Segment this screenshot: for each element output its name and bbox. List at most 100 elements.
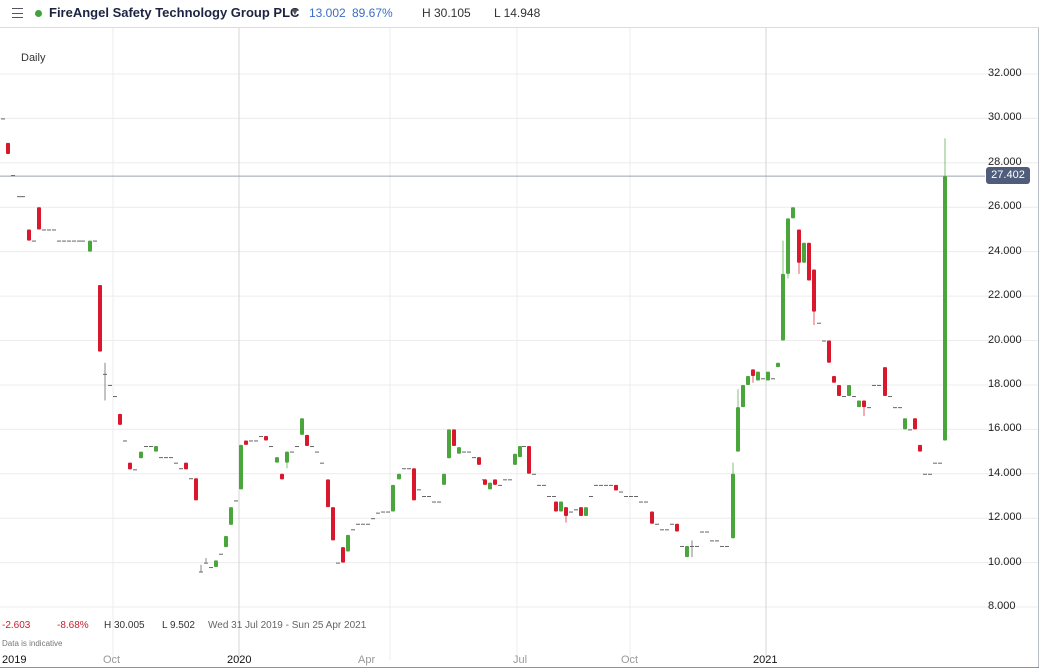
candle[interactable]	[923, 473, 927, 475]
candle[interactable]	[417, 489, 421, 491]
candle[interactable]	[522, 446, 526, 448]
candle[interactable]	[407, 468, 411, 470]
candle[interactable]	[144, 446, 148, 448]
candle[interactable]	[700, 531, 704, 533]
candle[interactable]	[88, 240, 92, 252]
candle[interactable]	[629, 495, 633, 497]
candle[interactable]	[1, 118, 5, 120]
candle[interactable]	[224, 535, 228, 548]
candle[interactable]	[579, 507, 583, 516]
candle[interactable]	[569, 511, 573, 513]
candle[interactable]	[17, 196, 21, 198]
candle[interactable]	[527, 446, 531, 474]
candle[interactable]	[537, 484, 541, 486]
candle[interactable]	[933, 462, 937, 464]
candle[interactable]	[918, 444, 922, 452]
candle[interactable]	[725, 545, 729, 547]
candle[interactable]	[442, 473, 446, 485]
candle[interactable]	[685, 545, 689, 558]
candle[interactable]	[67, 240, 71, 242]
candle[interactable]	[371, 518, 375, 520]
candlestick-chart[interactable]	[0, 28, 1039, 668]
candle[interactable]	[326, 479, 330, 508]
candle[interactable]	[913, 418, 917, 430]
candle[interactable]	[781, 273, 785, 341]
candle[interactable]	[771, 378, 775, 380]
caret-down-icon[interactable]: ▼	[290, 7, 300, 18]
candle[interactable]	[194, 478, 198, 501]
candle[interactable]	[614, 484, 618, 491]
candle[interactable]	[199, 571, 203, 573]
candle[interactable]	[290, 451, 294, 453]
candle[interactable]	[179, 468, 183, 470]
candle[interactable]	[837, 384, 841, 397]
candle[interactable]	[366, 523, 370, 525]
candle[interactable]	[589, 495, 593, 497]
candle[interactable]	[675, 523, 679, 532]
candle[interactable]	[259, 436, 263, 438]
candle[interactable]	[164, 457, 168, 459]
navigator-scrollbar[interactable]	[0, 667, 1039, 671]
candle[interactable]	[807, 242, 811, 281]
candle[interactable]	[381, 511, 385, 513]
candle[interactable]	[315, 451, 319, 453]
candle[interactable]	[888, 396, 892, 398]
candle[interactable]	[710, 540, 714, 542]
candle[interactable]	[118, 413, 122, 425]
candle[interactable]	[432, 501, 436, 503]
candle[interactable]	[644, 501, 648, 503]
candle[interactable]	[797, 229, 801, 263]
candle[interactable]	[893, 407, 897, 409]
candle[interactable]	[655, 523, 659, 525]
candle[interactable]	[42, 229, 46, 231]
candle[interactable]	[437, 501, 441, 503]
candle[interactable]	[761, 378, 765, 380]
candle[interactable]	[634, 495, 638, 497]
candle[interactable]	[244, 440, 248, 445]
candle[interactable]	[113, 396, 117, 398]
candle[interactable]	[776, 362, 780, 368]
candle[interactable]	[731, 473, 735, 539]
candle[interactable]	[447, 429, 451, 459]
candle[interactable]	[133, 469, 137, 471]
candle[interactable]	[214, 560, 218, 568]
candle[interactable]	[108, 384, 112, 386]
candle[interactable]	[791, 207, 795, 219]
candle[interactable]	[822, 340, 826, 342]
candle[interactable]	[219, 553, 223, 555]
candle[interactable]	[574, 509, 578, 511]
candle[interactable]	[269, 446, 273, 448]
candle[interactable]	[376, 512, 380, 514]
candle[interactable]	[660, 529, 664, 531]
candle[interactable]	[690, 545, 694, 547]
candle[interactable]	[609, 484, 613, 486]
candle[interactable]	[513, 453, 517, 465]
candle[interactable]	[827, 340, 831, 363]
candle[interactable]	[898, 407, 902, 409]
candle[interactable]	[751, 369, 755, 377]
candle[interactable]	[422, 495, 426, 497]
candle[interactable]	[552, 495, 556, 497]
candle[interactable]	[503, 479, 507, 481]
candle[interactable]	[234, 500, 238, 502]
candle[interactable]	[295, 446, 299, 448]
candle[interactable]	[77, 240, 81, 242]
candle[interactable]	[37, 207, 41, 230]
candle[interactable]	[402, 468, 406, 470]
candle[interactable]	[908, 429, 912, 431]
candle[interactable]	[472, 457, 476, 459]
candle[interactable]	[62, 240, 66, 242]
candle[interactable]	[123, 440, 127, 442]
candle[interactable]	[275, 457, 279, 463]
candle[interactable]	[477, 457, 481, 465]
candle[interactable]	[619, 491, 623, 493]
candle[interactable]	[391, 484, 395, 512]
candle[interactable]	[412, 468, 416, 501]
candle[interactable]	[842, 396, 846, 398]
candle[interactable]	[169, 457, 173, 459]
candle[interactable]	[154, 446, 158, 452]
candle[interactable]	[452, 429, 456, 447]
candle[interactable]	[229, 507, 233, 525]
candle[interactable]	[559, 501, 563, 512]
candle[interactable]	[149, 446, 153, 448]
